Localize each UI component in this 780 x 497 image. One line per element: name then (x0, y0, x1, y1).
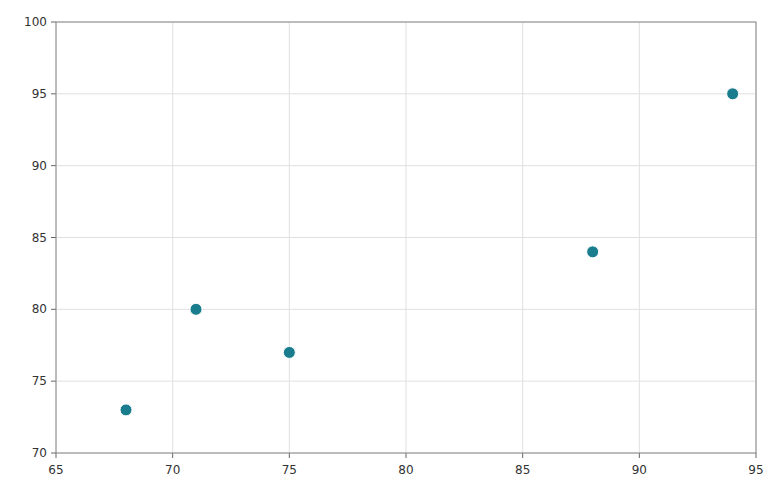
tick-label-x: 95 (748, 463, 763, 477)
point (190, 303, 202, 315)
tick-label-y: 90 (32, 159, 47, 173)
tick-label-y: 75 (32, 374, 47, 388)
plot-frame (56, 22, 756, 453)
point (587, 246, 599, 258)
tick-label-x: 65 (48, 463, 63, 477)
tick-y (51, 22, 56, 23)
tick-label-y: 95 (32, 87, 47, 101)
tick-y (51, 165, 56, 166)
tick-label-x: 75 (282, 463, 297, 477)
grid-line-y (56, 93, 756, 94)
tick-y (51, 381, 56, 382)
grid-line-y (56, 381, 756, 382)
tick-label-x: 85 (515, 463, 530, 477)
point (283, 346, 295, 358)
grid-line-y (56, 165, 756, 166)
tick-label-x: 70 (165, 463, 180, 477)
tick-x (406, 453, 407, 458)
tick-x (522, 453, 523, 458)
tick-label-y: 100 (24, 15, 47, 29)
tick-x (289, 453, 290, 458)
tick-label-y: 80 (32, 302, 47, 316)
tick-y (51, 453, 56, 454)
grid (56, 22, 756, 453)
tick-x (172, 453, 173, 458)
tick-x (639, 453, 640, 458)
point (727, 88, 739, 100)
axes: 65707580859095707580859095100 (24, 15, 764, 477)
chart-svg: 65707580859095707580859095100 (0, 0, 780, 497)
tick-x (756, 453, 757, 458)
chart-container: 65707580859095707580859095100 (0, 0, 780, 497)
grid-line-y (56, 309, 756, 310)
point (120, 404, 132, 416)
grid-line-y (56, 237, 756, 238)
tick-label-y: 70 (32, 446, 47, 460)
points (120, 88, 739, 416)
tick-x (56, 453, 57, 458)
tick-label-x: 90 (632, 463, 647, 477)
tick-y (51, 309, 56, 310)
tick-y (51, 237, 56, 238)
tick-label-y: 85 (32, 231, 47, 245)
tick-y (51, 93, 56, 94)
tick-label-x: 80 (398, 463, 413, 477)
